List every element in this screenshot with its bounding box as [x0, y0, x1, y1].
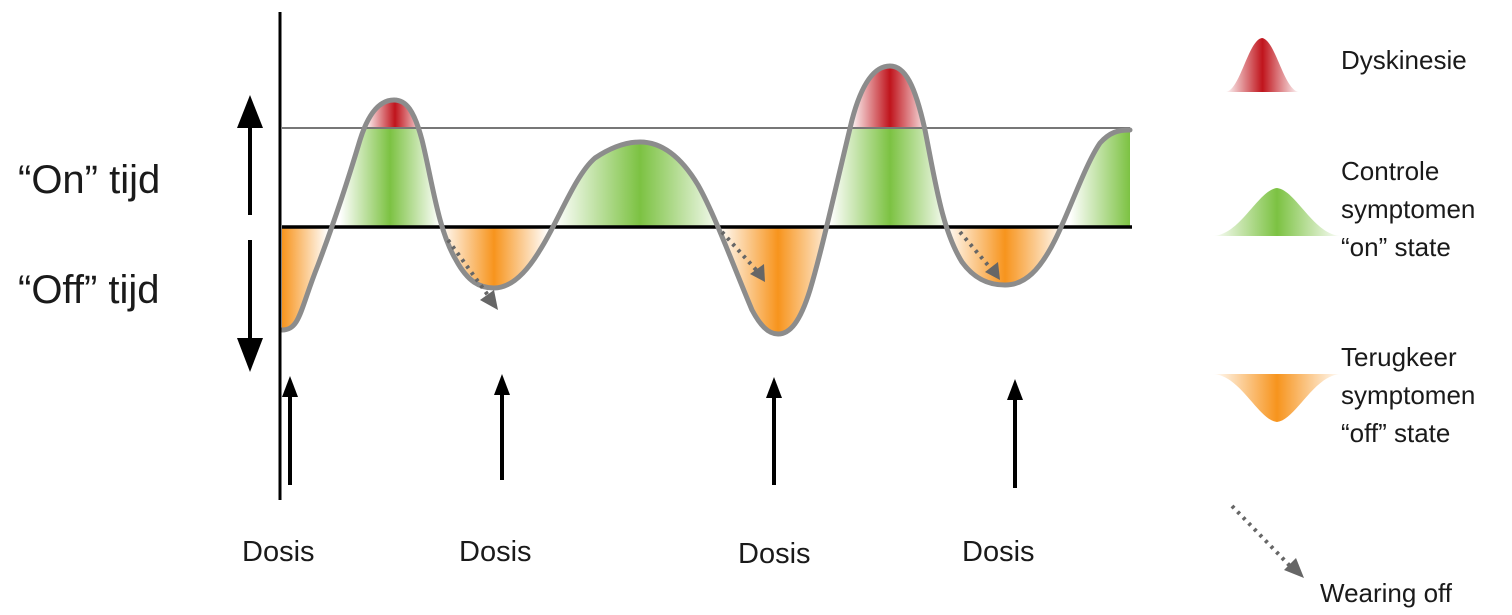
- off-time-arrow: [237, 240, 263, 372]
- legend-on-state-swatch: [1212, 188, 1342, 236]
- off-region-1: [282, 227, 328, 334]
- legend-on-state-line-2: symptomen: [1341, 194, 1476, 224]
- dose-label-1: Dosis: [242, 536, 315, 568]
- dose-label-2: Dosis: [459, 536, 532, 568]
- legend-swatches: [1212, 38, 1342, 578]
- dose-label-3: Dosis: [738, 538, 811, 570]
- wearing-off-arrows: [446, 230, 994, 300]
- dose-arrow-3: [766, 377, 782, 485]
- dose-arrows: [282, 374, 1023, 488]
- on-time-label: “On” tijd: [18, 158, 161, 202]
- legend-wearing-off-arrowhead: [1284, 558, 1304, 578]
- dose-label-4: Dosis: [962, 536, 1035, 568]
- legend-wearing-off-label: Wearing off: [1320, 578, 1453, 608]
- legend-off-state-line-3: “off” state: [1341, 418, 1451, 448]
- wearing-off-arrowhead-2: [750, 264, 765, 282]
- dose-arrow-4: [1007, 379, 1023, 488]
- legend-off-state-line-2: symptomen: [1341, 380, 1476, 410]
- wearing-off-arrowhead-3: [985, 262, 1000, 280]
- legend-dyskinesia-swatch: [1225, 38, 1300, 92]
- dose-arrow-1: [282, 376, 298, 485]
- wearing-off-arrow-3: [958, 230, 994, 272]
- legend-dyskinesia-label: Dyskinesie: [1341, 45, 1467, 75]
- legend-wearing-off-swatch: [1230, 504, 1292, 568]
- legend-on-state-line-3: “on” state: [1341, 232, 1451, 262]
- wearing-off-arrowhead-1: [480, 290, 498, 310]
- legend-off-state-line-1: Terugkeer: [1341, 342, 1457, 372]
- wearing-off-arrow-2: [720, 230, 760, 274]
- dose-arrow-2: [494, 374, 510, 480]
- legend-on-state-line-1: Controle: [1341, 156, 1440, 186]
- off-time-label: “Off” tijd: [18, 268, 160, 312]
- plasma-level-curve: [279, 63, 1133, 337]
- legend-off-state-swatch: [1212, 374, 1342, 422]
- on-time-arrow: [237, 95, 263, 215]
